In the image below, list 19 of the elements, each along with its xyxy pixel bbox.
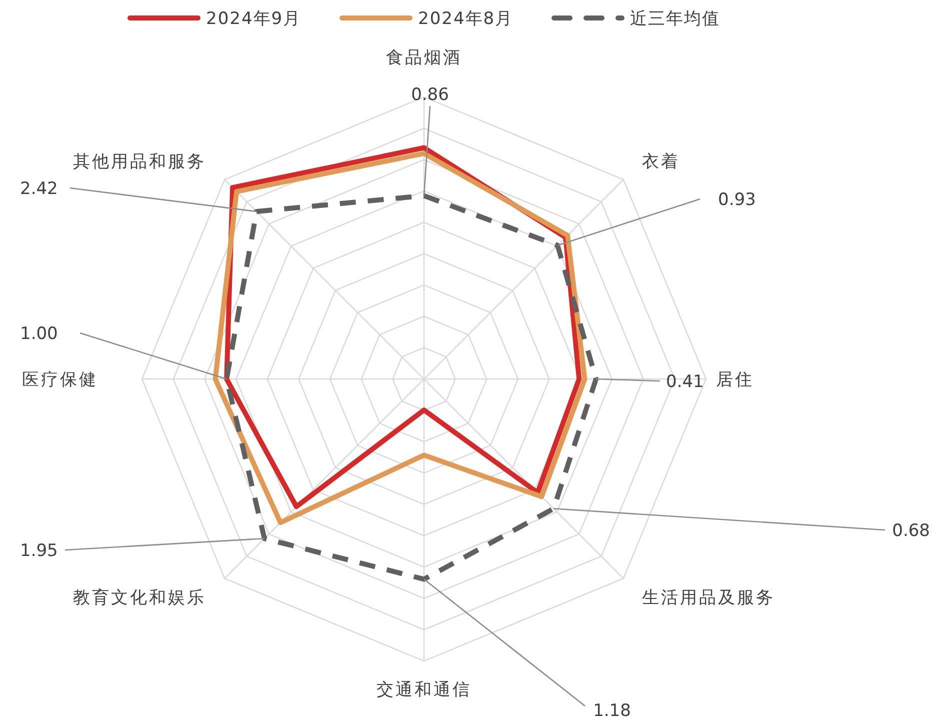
text: 0.41 (666, 372, 704, 392)
spoke-label: 交通和通信 (376, 680, 472, 700)
legend-label: 2024年8月 (418, 9, 514, 29)
spoke-label: 教育文化和娱乐 (73, 588, 206, 608)
spoke-label: 生活用品及服务 (642, 588, 775, 608)
spoke-label: 其他用品和服务 (73, 152, 206, 172)
spoke-label: 医疗保健 (22, 370, 98, 390)
text: 1.00 (20, 324, 58, 344)
text: 0.86 (411, 85, 449, 105)
text: 2.42 (20, 179, 58, 199)
legend-label: 2024年9月 (206, 9, 302, 29)
text: 0.93 (718, 190, 756, 210)
text: 0.68 (892, 521, 930, 541)
spoke-label: 食品烟酒 (386, 48, 462, 68)
text: 1.18 (593, 701, 631, 721)
text: 1.95 (20, 541, 58, 561)
spoke-label: 衣着 (642, 152, 680, 172)
spoke-label: 居住 (716, 370, 754, 390)
legend-label: 近三年均值 (630, 9, 720, 29)
